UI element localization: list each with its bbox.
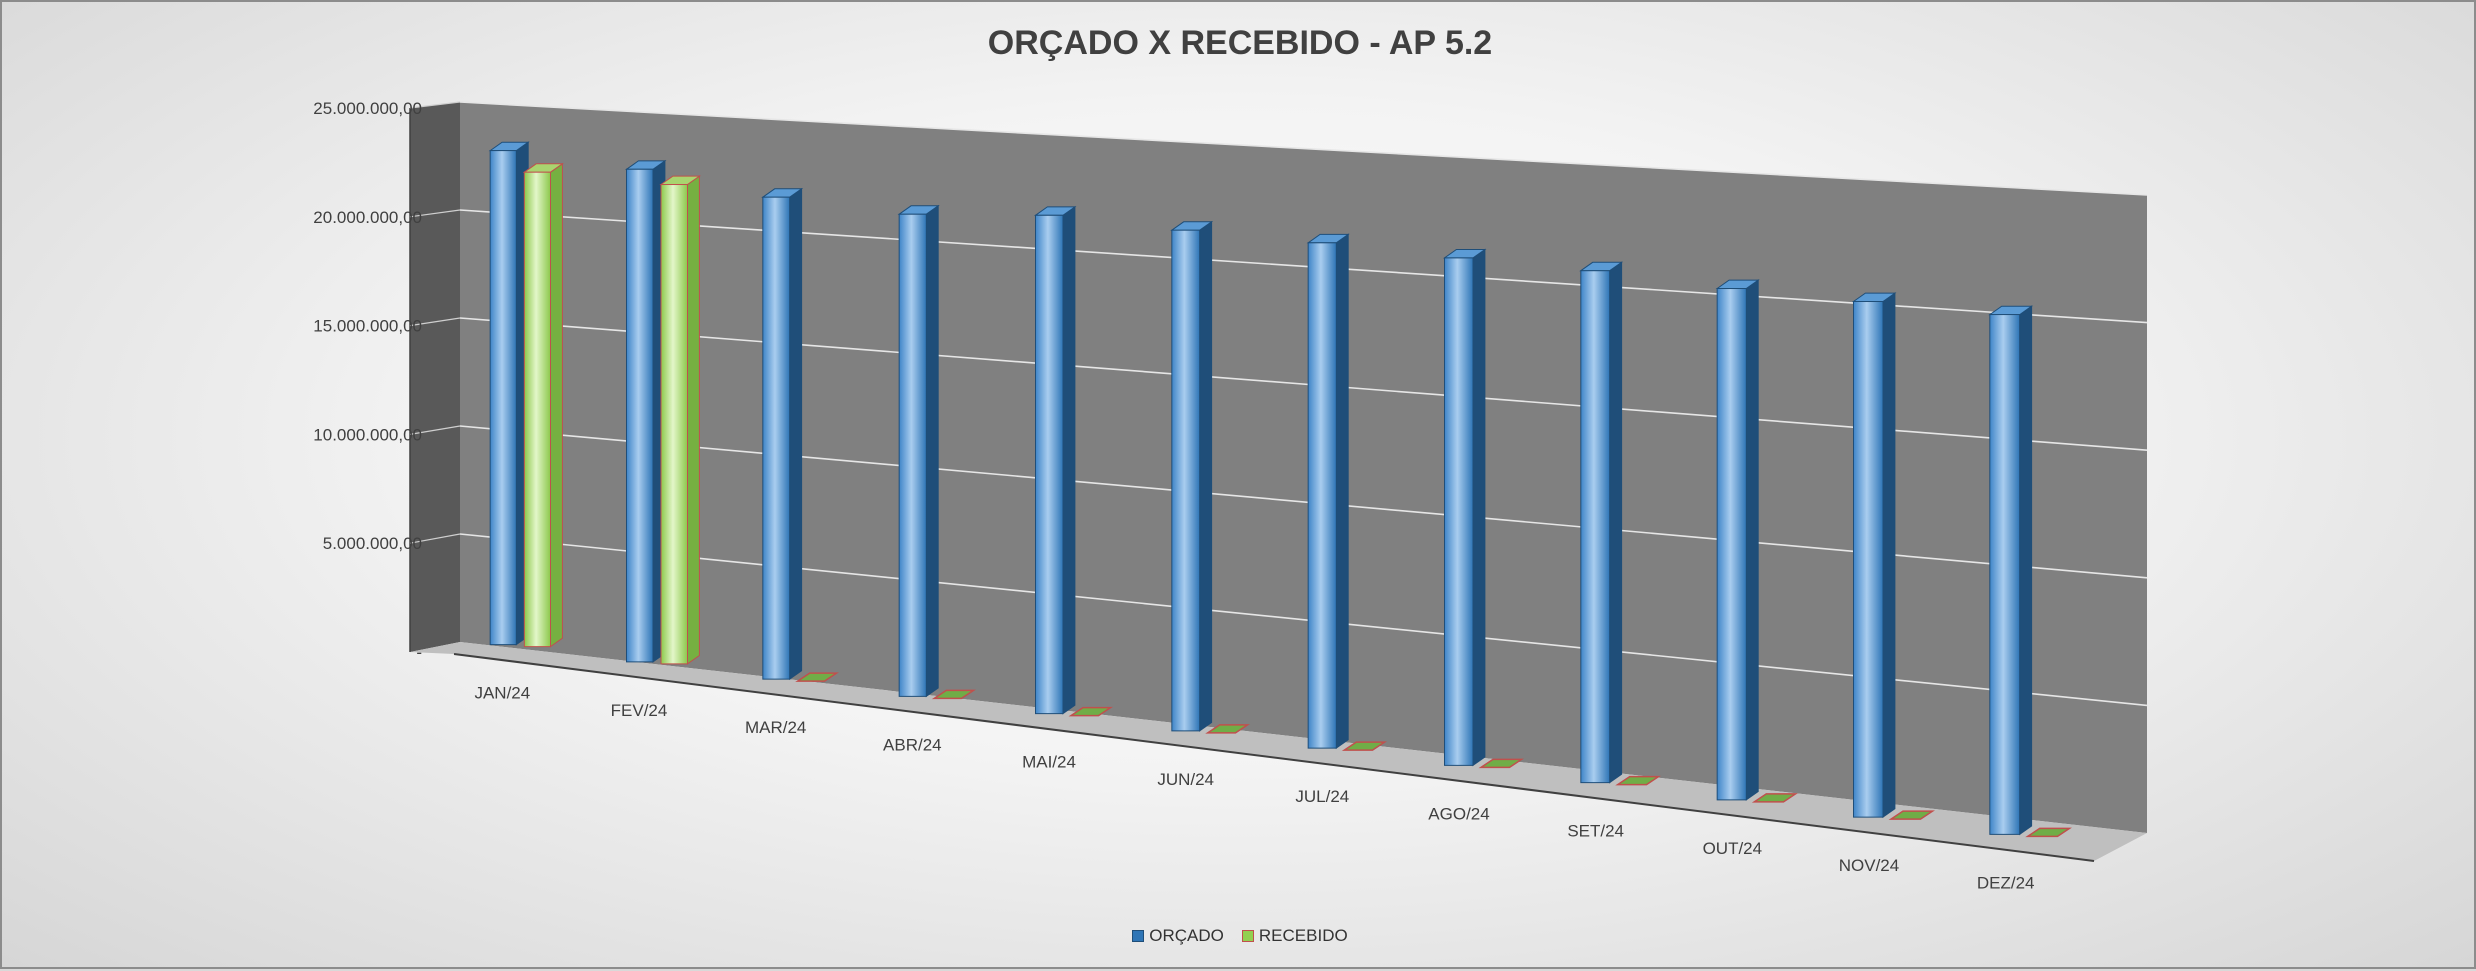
gridline-side xyxy=(409,209,461,218)
y-tick-label: 20.000.000,00 xyxy=(313,208,422,227)
bar-orcado xyxy=(897,204,940,698)
bar-orcado xyxy=(488,141,530,646)
bar-orcado xyxy=(1306,233,1350,750)
bar-recebido xyxy=(1341,741,1387,751)
bars xyxy=(488,141,2072,838)
gridline-side xyxy=(409,533,461,544)
bar-orcado xyxy=(1851,292,1897,819)
bar-orcado xyxy=(1715,279,1760,801)
x-tick-label: JUN/24 xyxy=(1157,770,1214,789)
y-tick-label: 10.000.000,00 xyxy=(313,425,422,444)
side-wall xyxy=(410,102,460,652)
legend-label-orcado: ORÇADO xyxy=(1149,926,1224,945)
bar-orcado xyxy=(1033,205,1077,715)
legend-label-recebido: RECEBIDO xyxy=(1258,926,1348,945)
legend-swatch-orcado xyxy=(1132,930,1145,942)
x-axis-line xyxy=(453,653,2095,862)
bar-recebido xyxy=(1888,810,1935,820)
gridline-side xyxy=(409,101,461,109)
bar-recebido xyxy=(2025,827,2072,838)
y-tick-label: 25.000.000,00 xyxy=(313,99,422,118)
bar-recebido xyxy=(1478,758,1524,769)
bar-recebido xyxy=(1615,775,1661,786)
bar-recebido xyxy=(795,672,839,682)
gridline-side xyxy=(409,317,461,327)
x-tick-label: DEZ/24 xyxy=(1977,873,2035,892)
x-tick-label: MAI/24 xyxy=(1022,753,1076,772)
x-tick-label: MAR/24 xyxy=(745,718,806,737)
bar-recebido xyxy=(1205,724,1250,734)
legend: ORÇADO RECEBIDO xyxy=(2,926,2476,946)
bar-recebido xyxy=(1068,706,1113,717)
y-axis-labels: - 5.000.000,00 10.000.000,00 15.000.000,00 2… xyxy=(313,99,422,662)
bar-recebido xyxy=(1751,793,1798,803)
legend-swatch-recebido xyxy=(1241,930,1254,942)
y-tick-label: 5.000.000,00 xyxy=(323,534,422,553)
bar-recebido xyxy=(522,162,564,648)
y-tick-label: 15.000.000,00 xyxy=(313,317,422,336)
bar-recebido xyxy=(931,689,976,700)
x-axis-labels: JAN/24 FEV/24 MAR/24 ABR/24 MAI/24 JUN/24 JUL/… xyxy=(474,684,2034,893)
bar-orcado xyxy=(624,159,667,663)
x-tick-label: JUL/24 xyxy=(1295,787,1349,806)
x-tick-label: SET/24 xyxy=(1567,822,1624,841)
chart-title: ORÇADO X RECEBIDO - AP 5.2 xyxy=(988,24,1492,62)
floor xyxy=(410,642,2147,861)
x-tick-label: JAN/24 xyxy=(474,684,530,703)
legend-item-recebido: RECEBIDO xyxy=(1241,926,1348,946)
bar-orcado xyxy=(1442,248,1487,767)
bar-orcado xyxy=(761,187,804,681)
bar-recebido xyxy=(659,175,701,665)
x-tick-label: ABR/24 xyxy=(883,735,942,754)
x-tick-label: FEV/24 xyxy=(611,701,668,720)
x-tick-label: AGO/24 xyxy=(1428,804,1489,823)
bar-orcado xyxy=(1988,305,2034,836)
legend-item-orcado: ORÇADO xyxy=(1132,926,1224,946)
gridline-side xyxy=(409,425,461,435)
x-tick-label: NOV/24 xyxy=(1839,856,1899,875)
x-tick-label: OUT/24 xyxy=(1703,839,1763,858)
gridline xyxy=(459,101,2148,196)
y-tick-label: - xyxy=(416,643,422,662)
bar-orcado xyxy=(1170,220,1214,732)
bar-orcado xyxy=(1579,261,1624,784)
